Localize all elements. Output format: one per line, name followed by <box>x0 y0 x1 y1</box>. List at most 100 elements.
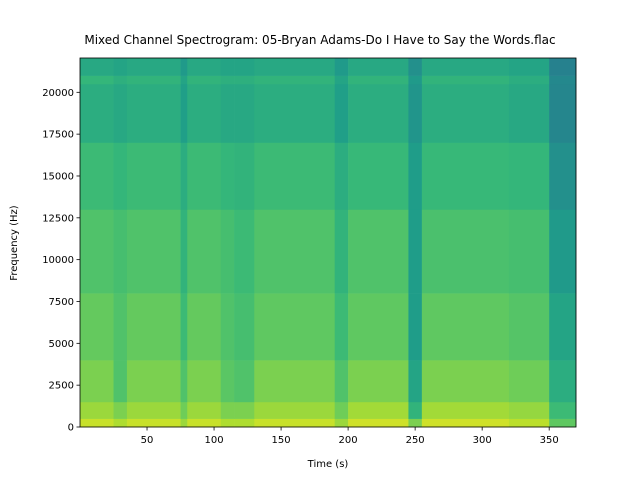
spectrogram-cell <box>80 83 114 143</box>
spectrogram-cell <box>254 142 336 210</box>
spectrogram-cell <box>334 83 349 143</box>
spectrogram-cell <box>334 293 349 361</box>
spectrogram-cell <box>80 58 114 76</box>
y-tick-label: 0 <box>68 423 74 434</box>
spectrogram-cell <box>421 75 510 85</box>
plot-area <box>80 58 577 428</box>
spectrogram-cell <box>220 75 235 85</box>
spectrogram-cell <box>421 58 510 76</box>
spectrogram-cell <box>234 418 255 428</box>
spectrogram-cell <box>421 293 510 361</box>
spectrogram-cell <box>113 418 128 428</box>
spectrogram-cell <box>254 209 336 294</box>
spectrogram-cell <box>180 83 188 143</box>
spectrogram-cell <box>348 418 409 428</box>
spectrogram-cell <box>180 58 188 76</box>
spectrogram-cell <box>408 58 423 76</box>
spectrogram-cell <box>180 75 188 85</box>
spectrogram-cell <box>234 360 255 403</box>
spectrogram-cell <box>408 360 423 403</box>
spectrogram-cell <box>234 75 255 85</box>
spectrogram-cell <box>126 418 181 428</box>
spectrogram-cell <box>187 83 222 143</box>
spectrogram-cell <box>348 209 409 294</box>
spectrogram-cell <box>80 209 114 294</box>
spectrogram-cell <box>508 58 550 76</box>
spectrogram-cell <box>80 142 114 210</box>
spectrogram-cell <box>421 360 510 403</box>
y-tick-label: 7500 <box>49 297 74 308</box>
spectrogram-cell <box>348 401 409 419</box>
spectrogram-cell <box>408 209 423 294</box>
spectrogram-cell <box>126 58 181 76</box>
spectrogram-cell <box>234 401 255 419</box>
spectrogram-cell <box>113 83 128 143</box>
spectrogram-cell <box>508 83 550 143</box>
spectrogram-cell <box>187 58 222 76</box>
spectrogram-cell <box>508 360 550 403</box>
spectrogram-cell <box>180 293 188 361</box>
spectrogram-cell <box>234 83 255 143</box>
spectrogram-cell <box>549 58 577 76</box>
spectrogram-cell <box>408 142 423 210</box>
spectrogram-cell <box>80 75 114 85</box>
spectrogram-cell <box>187 293 222 361</box>
spectrogram-cell <box>113 401 128 419</box>
spectrogram-cell <box>254 58 336 76</box>
spectrogram-cell <box>549 401 577 419</box>
spectrogram-cell <box>220 401 235 419</box>
spectrogram-cell <box>348 58 409 76</box>
spectrogram-cell <box>508 293 550 361</box>
spectrogram-cell <box>113 142 128 210</box>
plot-frame <box>79 57 577 428</box>
spectrogram-cell <box>334 75 349 85</box>
y-tick-label: 2500 <box>49 381 74 392</box>
spectrogram-cell <box>187 401 222 419</box>
spectrogram-cell <box>408 83 423 143</box>
y-axis-label: Frequency (Hz) <box>9 205 20 281</box>
spectrogram-cell <box>180 209 188 294</box>
spectrogram-cell <box>113 360 128 403</box>
spectrogram-cell <box>220 360 235 403</box>
spectrogram-cell <box>421 83 510 143</box>
spectrogram-cell <box>187 209 222 294</box>
spectrogram-cell <box>549 360 577 403</box>
spectrogram-cell <box>421 142 510 210</box>
spectrogram-cell <box>126 142 181 210</box>
spectrogram-cell <box>549 83 577 143</box>
spectrogram-cell <box>334 142 349 210</box>
spectrogram-cell <box>126 209 181 294</box>
spectrogram-cell <box>549 75 577 85</box>
spectrogram-cell <box>180 401 188 419</box>
x-tick-label: 200 <box>339 435 358 446</box>
spectrogram-cell <box>254 75 336 85</box>
spectrogram-cell <box>80 293 114 361</box>
spectrogram-cell <box>549 142 577 210</box>
spectrogram-cell <box>220 83 235 143</box>
spectrogram-cell <box>254 401 336 419</box>
spectrogram-cell <box>80 360 114 403</box>
spectrogram-cell <box>187 75 222 85</box>
spectrogram-cell <box>126 360 181 403</box>
spectrogram-cell <box>187 142 222 210</box>
x-tick-label: 100 <box>205 435 224 446</box>
spectrogram-cell <box>508 418 550 428</box>
spectrogram-cell <box>408 293 423 361</box>
x-tick-label: 350 <box>540 435 559 446</box>
spectrogram-cell <box>549 418 577 428</box>
y-tick-label: 12500 <box>42 213 74 224</box>
spectrogram-cell <box>334 58 349 76</box>
spectrogram-cell <box>220 293 235 361</box>
spectrogram-cell <box>549 293 577 361</box>
spectrogram-cell <box>220 58 235 76</box>
spectrogram-cell <box>348 293 409 361</box>
spectrogram-cell <box>254 83 336 143</box>
spectrogram-cell <box>334 209 349 294</box>
x-tick-label: 300 <box>473 435 492 446</box>
spectrogram-cell <box>80 401 114 419</box>
spectrogram-cell <box>180 360 188 403</box>
y-tick-label: 20000 <box>42 88 74 99</box>
spectrogram-cell <box>126 401 181 419</box>
y-tick-label: 15000 <box>42 171 74 182</box>
spectrogram-cell <box>508 142 550 210</box>
